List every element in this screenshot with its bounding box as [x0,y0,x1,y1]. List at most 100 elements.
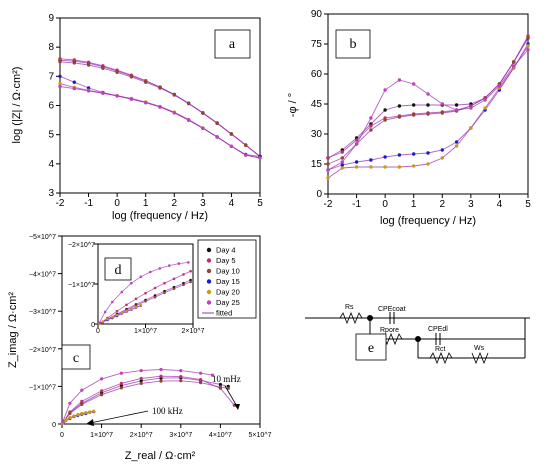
panel-a-label: a [229,37,236,52]
data-point [369,116,373,120]
data-point [526,44,530,48]
data-point [412,152,416,156]
data-point [354,138,359,142]
panel-b-series [326,34,530,180]
data-point [199,371,203,375]
x-tick-label: 0 [382,199,388,210]
data-point [144,291,147,295]
data-point [412,82,416,86]
panel-c: 0 1×10^7 2×10^7 3×10^7 4×10^7 5×10^7 0 −1×10^7 −… [7,234,272,462]
data-point [139,369,143,373]
y-tick-label: 9 [48,13,54,24]
x-tick-label: 2×10^7 [182,328,205,335]
panel-c-ticks: 0 1×10^7 2×10^7 3×10^7 4×10^7 5×10^7 0 −1×10^7 −… [29,234,272,439]
y-tick-label: −1×10^7 [29,384,56,391]
y-tick-label: −1×10^7 [68,282,95,289]
data-point [412,164,416,168]
data-point [497,84,502,88]
data-point [58,60,62,64]
data-point [326,168,330,172]
y-tick-label: −5×10^7 [29,234,56,241]
data-point [454,144,459,148]
y-tick-label: 0 [316,189,322,200]
data-point [397,165,402,169]
data-point [159,379,163,383]
legend-box [197,239,257,319]
data-point [68,411,72,416]
x-tick-label: 0 [96,328,100,335]
data-point [440,102,444,106]
legend-marker [206,279,212,284]
legend-marker [206,268,212,274]
data-point [119,386,123,390]
x-tick-label: 2×10^7 [130,432,153,439]
panel-a-label-box [214,29,251,59]
data-point [103,310,107,314]
data-point [153,295,157,299]
data-point [111,315,114,319]
panel-d-ticks: 0 1×10^7 2×10^7 0 −1×10^7 −2×10^7 [68,242,205,335]
data-point [186,118,191,122]
data-point [130,307,133,311]
panel-a-ticks: -2 -1 0 1 2 3 4 5 3 4 5 6 7 8 9 [48,13,263,209]
circuit-label-rpore: Rpore [380,327,399,334]
circuit-label-cpedl: CPEdl [428,326,448,333]
y-tick-label: −4×10^7 [29,272,56,279]
y-tick-label: 6 [48,101,54,112]
data-point [100,389,104,393]
data-point [144,80,148,84]
data-point [187,261,190,264]
x-tick-label: -2 [324,199,333,210]
panel-c-series [60,367,236,425]
x-tick-label: 0 [114,198,120,209]
panel-d-series [97,261,192,325]
rct-resistor [429,351,453,365]
circuit-label-rct: Rct [435,346,446,353]
data-point [244,153,248,157]
data-point [244,143,248,147]
data-point [72,80,77,84]
data-point [469,106,473,110]
data-point [426,151,430,155]
data-point [215,121,219,126]
data-point [526,36,530,40]
panel-a-series [58,57,262,160]
data-point [119,381,123,385]
data-point [229,144,234,148]
data-point [84,411,88,415]
data-point [163,291,166,295]
panel-b-ylabel: -φ / ° [287,93,299,117]
data-point [483,106,487,110]
fitted-line [62,369,213,422]
data-point [101,320,105,323]
data-point [111,300,114,304]
equivalent-circuit: Rs CPEcoat Rpore CPEdl Rct Ws [305,304,530,365]
data-point [201,111,205,115]
y-tick-label: 30 [311,129,323,140]
x-tick-label: -1 [352,199,361,210]
panel-c-ylabel: Z_imag / Ω·cm² [7,292,19,368]
data-point [340,150,344,154]
data-point [383,108,387,112]
x-tick-label: 2 [172,198,178,209]
data-point [101,91,105,96]
data-point [158,86,162,90]
data-point [61,420,65,424]
data-point [92,409,96,413]
panel-c-label: c [73,351,79,366]
data-point [80,388,84,392]
x-tick-label: 4 [229,198,235,209]
data-point [326,176,330,180]
data-point [98,321,101,325]
data-point [139,381,143,385]
data-point [58,57,62,61]
fitted-line [98,304,141,324]
data-point [58,84,62,89]
legend-fitted-label: fitted [216,309,232,318]
data-point [101,64,105,68]
data-point [129,75,134,79]
data-point [326,156,330,160]
x-tick-label: 5×10^7 [249,432,272,439]
